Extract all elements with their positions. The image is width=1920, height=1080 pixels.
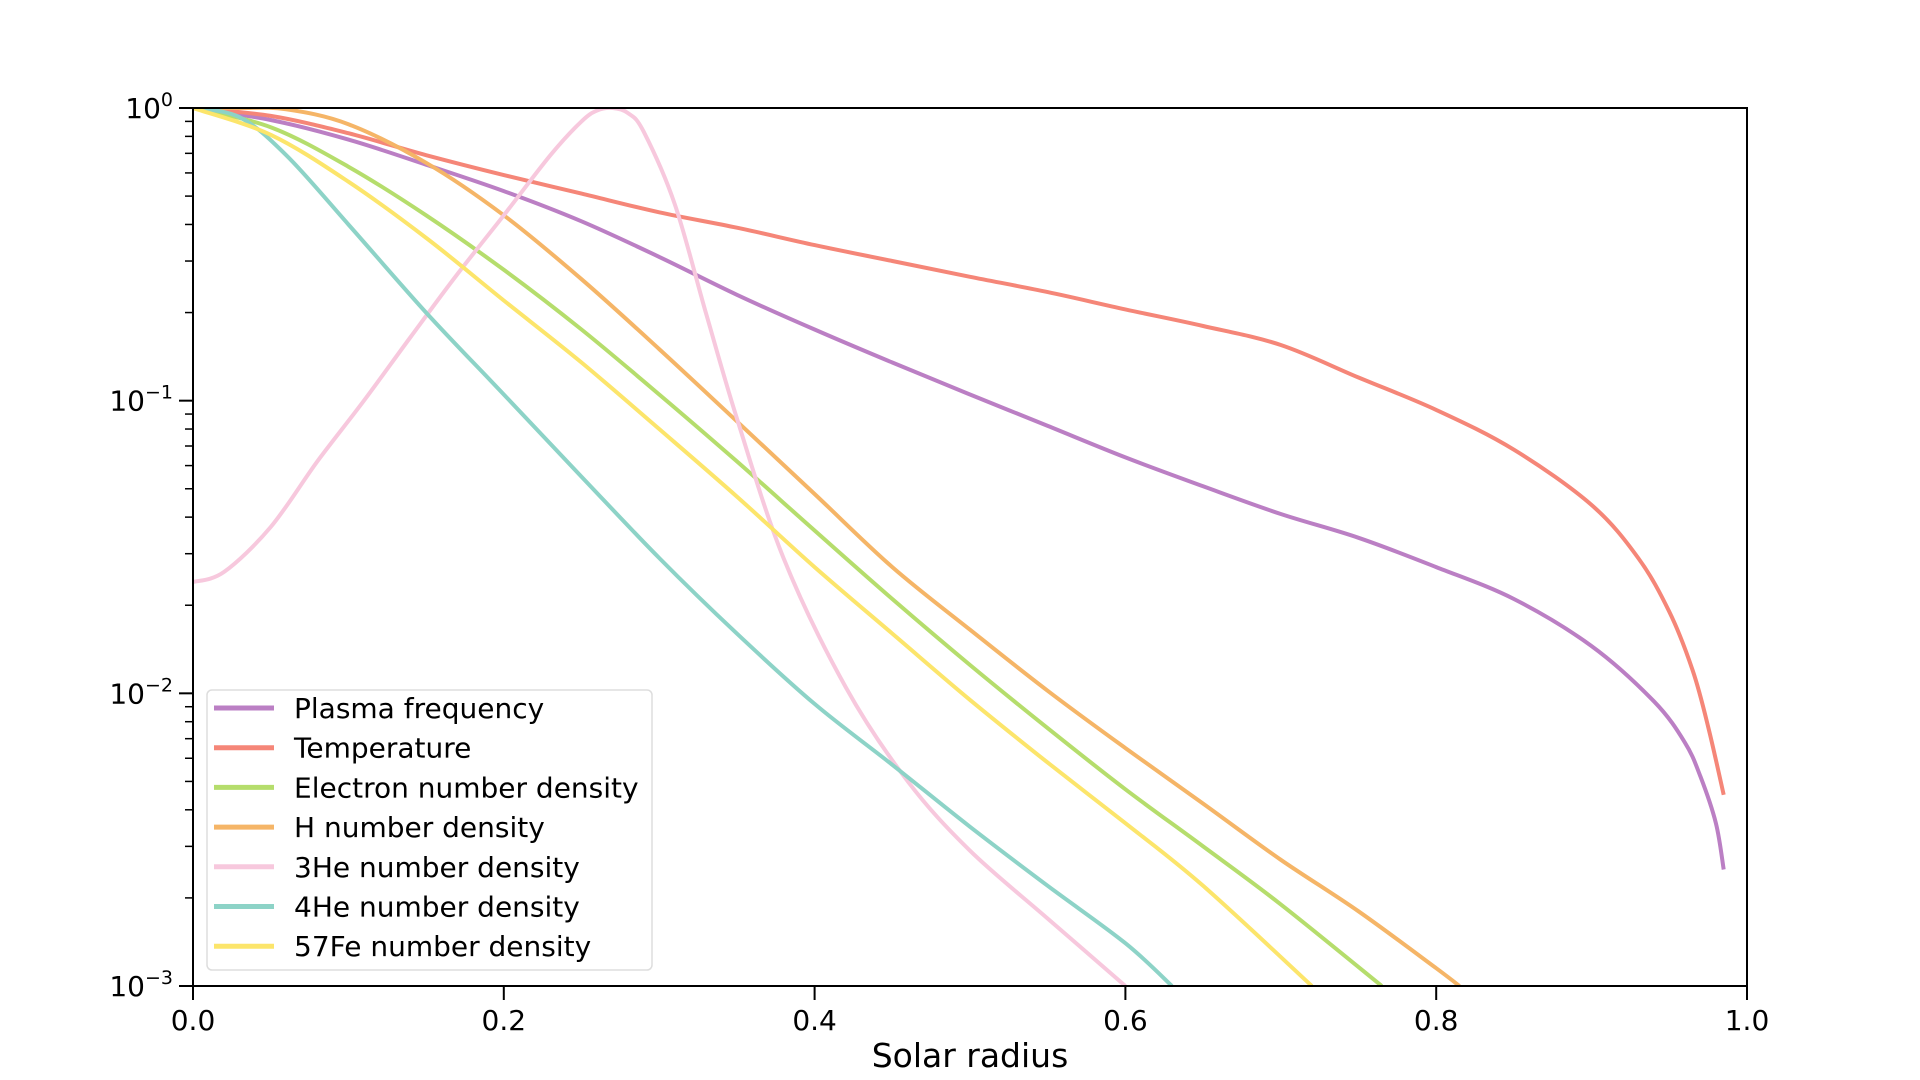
legend-label: Temperature [293, 732, 471, 765]
legend-box [206, 689, 653, 971]
x-tick-label: 0.8 [1414, 1004, 1459, 1037]
x-tick-label: 1.0 [1725, 1004, 1770, 1037]
series-line-2 [193, 108, 1384, 986]
y-tick-label: 10−1 [109, 382, 173, 418]
series-line-3 [193, 108, 1461, 986]
x-axis-label: Solar radius [872, 1036, 1069, 1075]
x-axis: 0.0 0.2 0.4 0.6 0.8 1.0 [171, 986, 1770, 1037]
x-tick-label: 0.4 [792, 1004, 837, 1037]
legend-label: 3He number density [294, 851, 580, 884]
legend: Plasma frequency Temperature Electron numb… [206, 689, 653, 971]
y-axis: 100 10−1 10−2 10−3 [109, 89, 193, 1003]
series-line-5 [193, 108, 1174, 986]
x-tick-label: 0.0 [171, 1004, 216, 1037]
series-line-4 [193, 108, 1127, 986]
legend-label: 4He number density [294, 891, 580, 924]
plot-frame [192, 107, 1748, 987]
legend-label: Plasma frequency [294, 692, 544, 725]
series-line-0 [193, 108, 1726, 870]
legend-label: H number density [294, 811, 545, 844]
series-line-1 [193, 108, 1726, 796]
series-line-6 [193, 108, 1314, 986]
y-tick-label: 100 [125, 89, 173, 125]
x-tick-label: 0.6 [1103, 1004, 1148, 1037]
legend-label: Electron number density [294, 771, 639, 804]
legend-label: 57Fe number density [294, 930, 591, 963]
x-tick-label: 0.2 [482, 1004, 527, 1037]
y-tick-label: 10−3 [109, 967, 173, 1003]
y-tick-label: 10−2 [109, 674, 173, 710]
series-layer [193, 108, 1726, 986]
